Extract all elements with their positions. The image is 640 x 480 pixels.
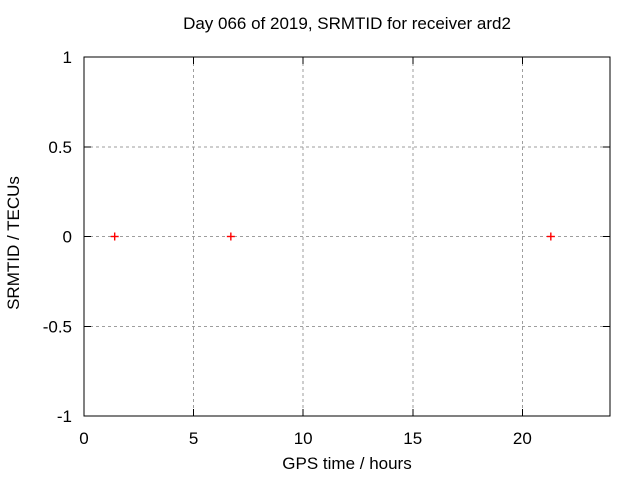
x-tick-label: 0 — [79, 429, 88, 448]
x-tick-label: 10 — [294, 429, 313, 448]
y-axis-label: SRMTID / TECUs — [4, 176, 23, 310]
x-tick-label: 5 — [189, 429, 198, 448]
x-tick-label: 15 — [403, 429, 422, 448]
plot-border — [83, 56, 611, 417]
y-tick-label: 0.5 — [48, 138, 72, 157]
x-axis-label: GPS time / hours — [282, 454, 412, 473]
x-tick-label: 20 — [513, 429, 532, 448]
y-tick-label: -0.5 — [43, 317, 72, 336]
y-tick-label: -1 — [57, 407, 72, 426]
chart-title: Day 066 of 2019, SRMTID for receiver ard… — [183, 14, 511, 33]
y-tick-label: 0 — [63, 228, 72, 247]
y-tick-label: 1 — [63, 48, 72, 67]
